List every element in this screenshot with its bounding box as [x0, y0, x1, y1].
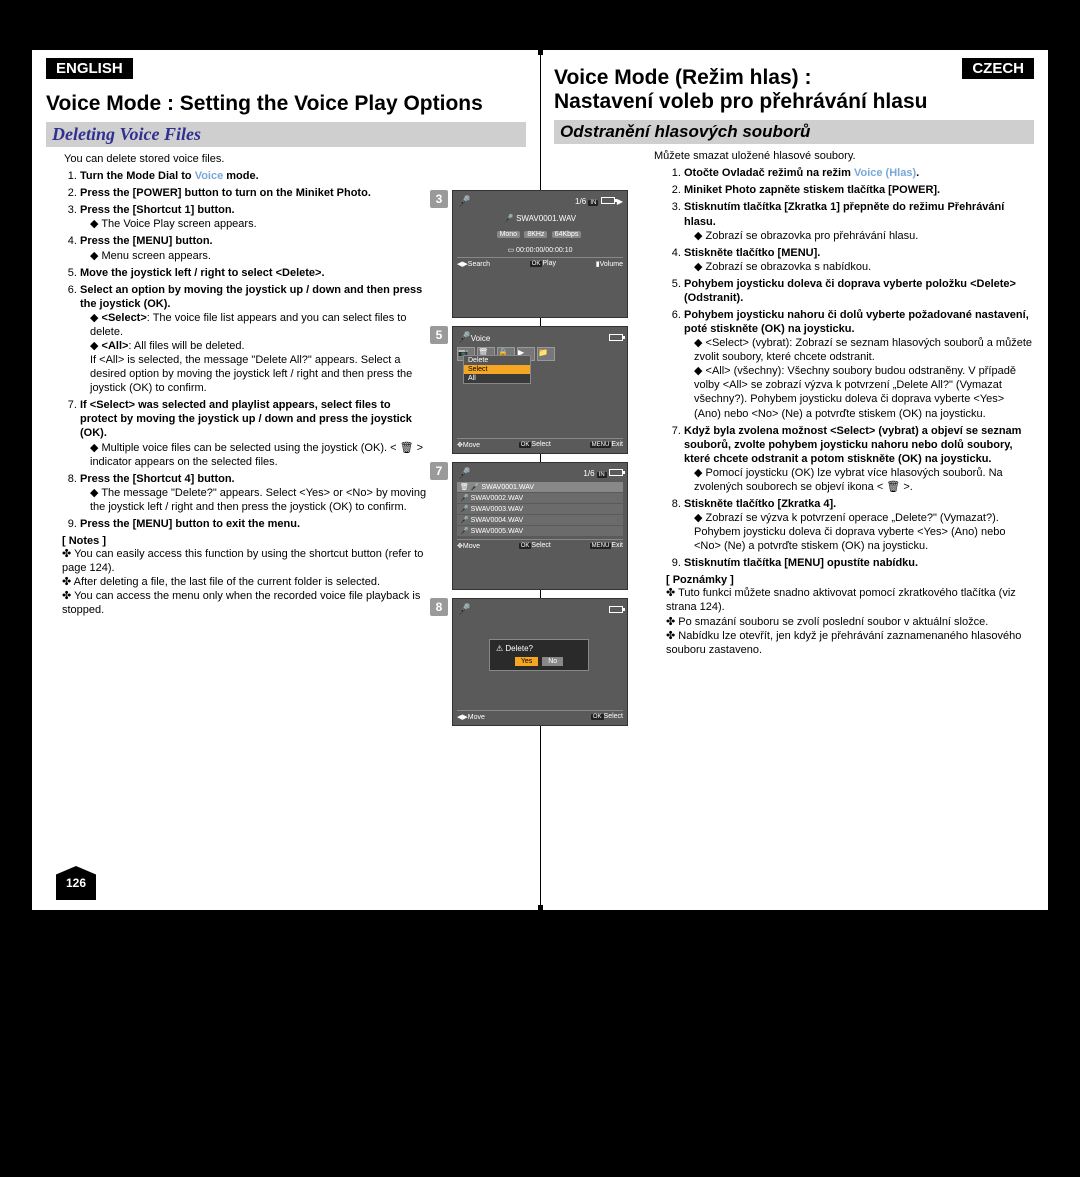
step-3-cz: Stisknutím tlačítka [Zkratka 1] přepněte…: [684, 200, 1034, 242]
subtitle-bar-cz: Odstranění hlasových souborů: [554, 120, 1034, 144]
steps-english: Turn the Mode Dial to Voice mode. Press …: [80, 169, 430, 531]
manual-page: ENGLISH Voice Mode : Setting the Voice P…: [0, 0, 1080, 1177]
battery-icon: [609, 606, 623, 613]
step-6-cz: Pohybem joysticku nahoru či dolů vyberte…: [684, 308, 1034, 421]
subtitle-czech: Odstranění hlasových souborů: [560, 122, 810, 141]
mic-icon: 🎤: [457, 195, 471, 208]
step-4-cz: Stiskněte tlačítko [MENU]. Zobrazí se ob…: [684, 246, 1034, 274]
step-5-cz: Pohybem joysticku doleva či doprava vybe…: [684, 277, 1034, 305]
notes-en: You can easily access this function by u…: [62, 547, 430, 617]
no-button[interactable]: No: [542, 657, 563, 666]
screenshot-5: 5 🎤Voice 📷🗑🔒▶📁 Delete Select All ✥Move O…: [452, 326, 628, 454]
intro-english: You can delete stored voice files.: [64, 153, 430, 165]
menu-item-all[interactable]: All: [464, 374, 530, 383]
intro-czech: Můžete smazat uložené hlasové soubory.: [654, 150, 1034, 162]
step-1-en: Turn the Mode Dial to Voice mode.: [80, 169, 430, 183]
delete-menu: Delete Select All: [463, 355, 531, 384]
shot-number-3: 3: [430, 190, 448, 208]
lang-badge-czech: CZECH: [962, 58, 1034, 79]
title-english: Voice Mode : Setting the Voice Play Opti…: [46, 92, 526, 116]
step-9-en: Press the [MENU] button to exit the menu…: [80, 517, 430, 531]
notes-cz: Tuto funkci můžete snadno aktivovat pomo…: [666, 586, 1034, 656]
battery-icon: [609, 334, 623, 341]
menu-item-select[interactable]: Select: [464, 365, 530, 374]
shot-number-5: 5: [430, 326, 448, 344]
file-row[interactable]: 🗑 🎤 SWAV0001.WAV: [457, 482, 623, 492]
delete-dialog: ⚠ Delete? Yes No: [489, 639, 589, 671]
step-8-cz: Stiskněte tlačítko [Zkratka 4]. Zobrazí …: [684, 497, 1034, 553]
yes-button[interactable]: Yes: [515, 657, 538, 666]
notes-label-en: [ Notes ]: [62, 535, 430, 547]
screenshot-8: 8 🎤 ⚠ Delete? Yes No ◀▶Move OKSelect: [452, 598, 628, 726]
step-2-cz: Miniket Photo zapněte stiskem tlačítka […: [684, 183, 1034, 197]
lang-badge-english: ENGLISH: [46, 58, 133, 79]
step-8-en: Press the [Shortcut 4] button. The messa…: [80, 472, 430, 514]
screen-3: 🎤 1/6 IN ▶ 🎤 SWAV0001.WAV Mono 8KHz 64Kb…: [452, 190, 628, 318]
step-2-en: Press the [POWER] button to turn on the …: [80, 186, 430, 200]
shot-number-8: 8: [430, 598, 448, 616]
battery-icon: [601, 197, 615, 204]
file-row[interactable]: 🎤 SWAV0004.WAV: [457, 515, 623, 525]
step-1-cz: Otočte Ovladač režimů na režim Voice (Hl…: [684, 166, 1034, 180]
page-number-badge: 126: [56, 866, 96, 900]
step-9-cz: Stisknutím tlačítka [MENU] opustíte nabí…: [684, 556, 1034, 570]
content-area: ENGLISH Voice Mode : Setting the Voice P…: [32, 50, 1048, 910]
file-row[interactable]: 🎤 SWAV0003.WAV: [457, 504, 623, 514]
step-6-en: Select an option by moving the joystick …: [80, 283, 430, 396]
steps-czech: Otočte Ovladač režimů na režim Voice (Hl…: [684, 166, 1034, 570]
step-3-en: Press the [Shortcut 1] button. The Voice…: [80, 203, 430, 231]
screen-5: 🎤Voice 📷🗑🔒▶📁 Delete Select All ✥Move OKS…: [452, 326, 628, 454]
subtitle-english: Deleting Voice Files: [52, 124, 201, 144]
notes-label-cz: [ Poznámky ]: [666, 574, 1034, 586]
battery-icon: [609, 469, 623, 476]
shot-number-7: 7: [430, 462, 448, 480]
step-7-en: If <Select> was selected and playlist ap…: [80, 398, 430, 468]
screenshots-strip: 3 🎤 1/6 IN ▶ 🎤 SWAV0001.WAV Mono 8KHz 64…: [452, 190, 628, 734]
subtitle-bar-en: Deleting Voice Files: [46, 122, 526, 147]
file-row[interactable]: 🎤 SWAV0002.WAV: [457, 493, 623, 503]
step-4-en: Press the [MENU] button. Menu screen app…: [80, 234, 430, 262]
step-7-cz: Když byla zvolena možnost <Select> (vybr…: [684, 424, 1034, 494]
screen-8: 🎤 ⚠ Delete? Yes No ◀▶Move OKSelect: [452, 598, 628, 726]
file-row[interactable]: 🎤 SWAV0005.WAV: [457, 526, 623, 536]
step-5-en: Move the joystick left / right to select…: [80, 266, 430, 280]
screenshot-7: 7 🎤1/6 IN 🗑 🎤 SWAV0001.WAV 🎤 SWAV0002.WA…: [452, 462, 628, 590]
screenshot-3: 3 🎤 1/6 IN ▶ 🎤 SWAV0001.WAV Mono 8KHz 64…: [452, 190, 628, 318]
screen-7: 🎤1/6 IN 🗑 🎤 SWAV0001.WAV 🎤 SWAV0002.WAV …: [452, 462, 628, 590]
